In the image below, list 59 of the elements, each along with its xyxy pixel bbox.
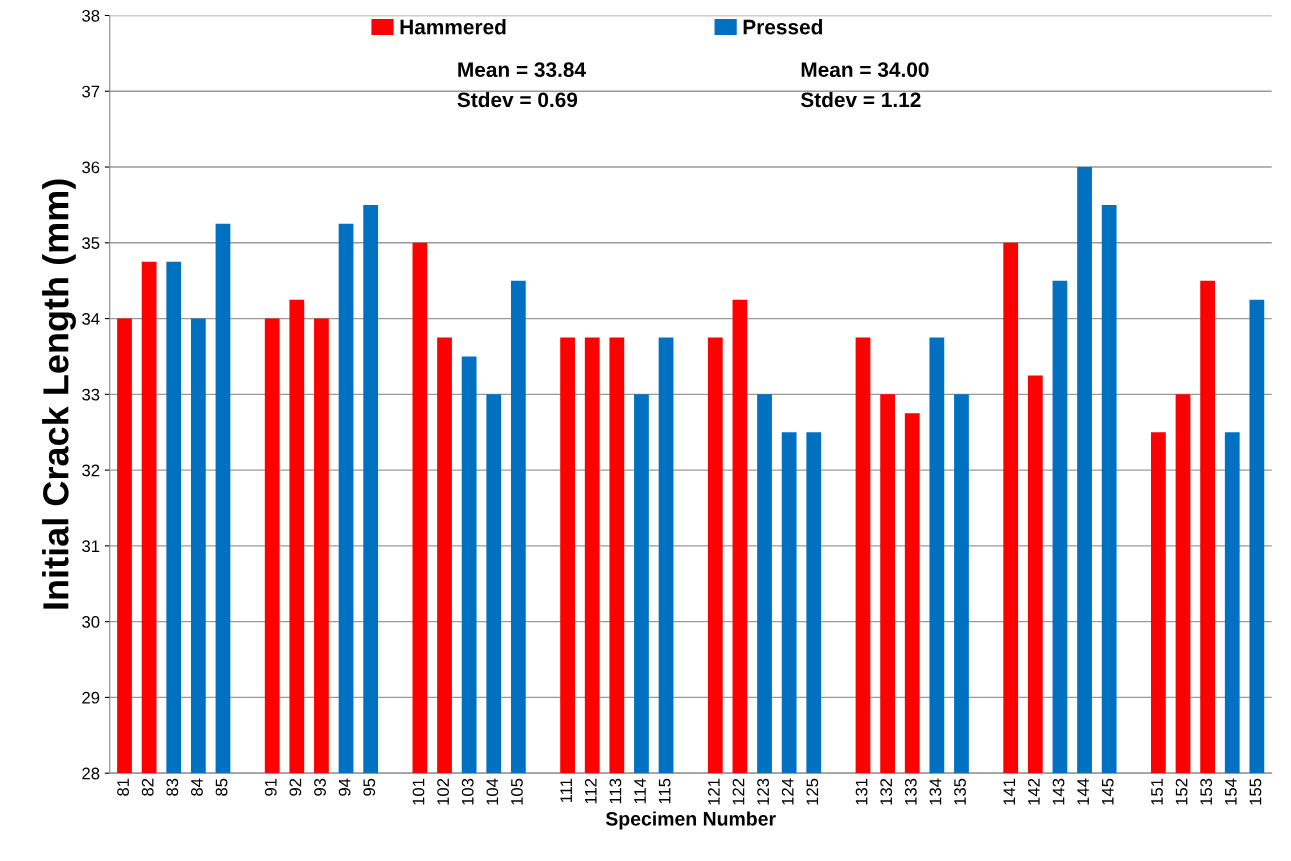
y-axis-title: Initial Crack Length (mm) <box>42 179 76 609</box>
x-tick-label: 93 <box>314 778 326 796</box>
x-tick-label: 114 <box>634 778 646 804</box>
y-tick-label: 32 <box>82 464 100 477</box>
x-tick-label: 131 <box>855 778 868 805</box>
x-tick-label: 151 <box>1151 778 1163 805</box>
y-tick-label: 37 <box>82 85 100 98</box>
x-tick-label: 143 <box>1052 778 1065 805</box>
x-tick-label: 101 <box>412 778 425 805</box>
x-tick-label: 153 <box>1200 778 1213 805</box>
y-tick-label: 29 <box>82 691 100 704</box>
x-tick-label: 83 <box>166 778 179 796</box>
x-tick-label: 111 <box>560 778 572 803</box>
y-tick-label: 28 <box>82 767 100 780</box>
x-tick-label: 142 <box>1027 778 1040 805</box>
x-tick-label: 105 <box>511 778 523 805</box>
x-tick-label: 134 <box>929 778 942 805</box>
y-tick-label: 30 <box>82 616 100 628</box>
x-axis-title: Specimen Number <box>605 811 776 830</box>
x-tick-label: 155 <box>1249 778 1262 805</box>
x-tick-label: 94 <box>338 778 351 796</box>
x-tick-label: 102 <box>437 778 449 805</box>
x-tick-label: 144 <box>1077 778 1089 805</box>
x-tick-label: 92 <box>289 778 302 796</box>
x-tick-label: 135 <box>954 778 966 805</box>
x-tick-label: 145 <box>1102 778 1114 805</box>
x-tick-label: 123 <box>757 778 770 805</box>
x-tick-label: 122 <box>732 778 745 805</box>
annotation: Mean = 34.00 <box>801 62 929 78</box>
x-tick-label: 132 <box>880 778 893 805</box>
x-tick-label: 124 <box>781 778 794 805</box>
y-tick-label: 38 <box>82 9 100 22</box>
annotation: Mean = 33.84 <box>458 62 586 78</box>
y-tick-label: 36 <box>82 161 100 174</box>
x-tick-label: 104 <box>486 778 499 805</box>
x-tick-label: 82 <box>141 778 154 796</box>
x-tick-label: 112 <box>584 778 597 804</box>
y-tick-label: 34 <box>82 312 100 325</box>
x-tick-label: 103 <box>461 778 474 805</box>
x-tick-label: 121 <box>707 778 720 805</box>
x-tick-label: 133 <box>904 778 917 805</box>
y-tick-label: 33 <box>82 388 100 401</box>
y-tick-label: 35 <box>82 237 100 250</box>
x-tick-label: 84 <box>191 778 203 796</box>
x-tick-label: 81 <box>117 778 129 796</box>
x-tick-label: 152 <box>1175 778 1188 805</box>
x-tick-label: 141 <box>1003 778 1016 805</box>
y-tick-label: 31 <box>82 540 100 553</box>
annotation: Stdev = 0.69 <box>457 91 578 108</box>
x-tick-label: 115 <box>658 778 671 804</box>
x-tick-label: 113 <box>609 778 622 804</box>
legend-label: Pressed <box>743 19 822 35</box>
x-tick-label: 85 <box>215 778 228 796</box>
x-tick-label: 95 <box>363 778 376 796</box>
x-tick-label: 125 <box>806 778 819 805</box>
x-tick-label: 154 <box>1225 778 1237 805</box>
x-tick-label: 91 <box>264 778 277 796</box>
legend-label: Hammered <box>400 19 506 35</box>
annotation: Stdev = 1.12 <box>800 91 921 108</box>
